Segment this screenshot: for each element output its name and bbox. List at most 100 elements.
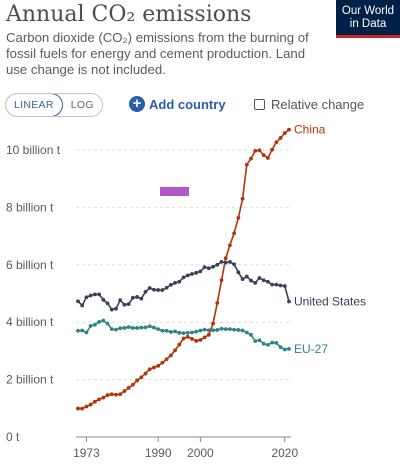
data-point bbox=[101, 395, 106, 400]
data-point bbox=[139, 375, 144, 380]
x-tick-label: 2000 bbox=[187, 446, 214, 460]
data-point bbox=[202, 335, 207, 340]
data-point bbox=[274, 140, 279, 145]
log-scale-button[interactable]: LOG bbox=[70, 99, 94, 111]
data-point bbox=[219, 278, 224, 283]
data-point bbox=[270, 340, 275, 345]
data-point bbox=[135, 378, 139, 383]
data-point bbox=[88, 402, 93, 407]
series-line-china[interactable] bbox=[78, 128, 290, 410]
data-point bbox=[135, 295, 139, 299]
data-point bbox=[232, 327, 237, 332]
data-point bbox=[211, 328, 215, 333]
data-point bbox=[244, 274, 249, 279]
data-point bbox=[278, 136, 283, 140]
data-point bbox=[282, 131, 287, 135]
data-point bbox=[126, 386, 131, 390]
data-point bbox=[219, 260, 224, 264]
data-point bbox=[109, 307, 114, 312]
data-point bbox=[261, 341, 266, 346]
data-point bbox=[194, 329, 199, 334]
data-point bbox=[164, 328, 169, 333]
data-point bbox=[126, 325, 131, 329]
data-point bbox=[84, 295, 89, 300]
data-point bbox=[109, 327, 114, 331]
x-tick-label: 2020 bbox=[271, 446, 298, 460]
series-label-united-states[interactable]: United States bbox=[294, 295, 366, 309]
series-label-china[interactable]: China bbox=[294, 123, 326, 137]
data-point bbox=[206, 328, 211, 333]
data-point bbox=[240, 277, 245, 282]
data-point bbox=[97, 397, 101, 402]
data-point bbox=[76, 406, 80, 411]
data-point bbox=[147, 324, 152, 329]
data-point bbox=[253, 339, 258, 344]
data-point bbox=[181, 331, 186, 336]
add-country-button[interactable]: + Add country bbox=[129, 94, 226, 114]
y-tick-label: 6 billion t bbox=[6, 258, 54, 272]
data-point bbox=[143, 289, 148, 294]
data-point bbox=[253, 280, 258, 285]
data-point bbox=[287, 299, 291, 304]
data-point bbox=[114, 327, 118, 332]
data-point bbox=[118, 298, 123, 303]
owid-logo[interactable]: Our World in Data bbox=[336, 0, 400, 38]
data-point bbox=[143, 325, 148, 330]
series-line-united-states[interactable] bbox=[77, 261, 290, 311]
data-point bbox=[156, 327, 161, 331]
data-point bbox=[80, 303, 85, 308]
data-point bbox=[185, 330, 190, 335]
data-point bbox=[105, 321, 110, 326]
data-point bbox=[202, 265, 207, 269]
highlight-marker bbox=[160, 187, 189, 196]
data-point bbox=[215, 301, 220, 305]
data-point bbox=[135, 326, 139, 330]
data-point bbox=[257, 276, 262, 280]
data-point bbox=[130, 295, 135, 300]
data-point bbox=[194, 338, 199, 343]
x-tick-label: 1990 bbox=[145, 446, 172, 460]
data-point bbox=[228, 243, 232, 248]
chart-subtitle: Carbon dioxide (CO₂) emissions from the … bbox=[6, 30, 309, 77]
data-point bbox=[274, 340, 279, 345]
data-point bbox=[249, 156, 253, 161]
data-point bbox=[266, 342, 270, 347]
data-point bbox=[168, 330, 173, 334]
data-point bbox=[223, 260, 228, 265]
series-label-eu-27[interactable]: EU-27 bbox=[294, 342, 328, 356]
data-point bbox=[253, 148, 258, 153]
axes: 0 t 2 billion t 4 billion t 6 billion t 8 bi… bbox=[6, 143, 298, 460]
data-point bbox=[190, 272, 194, 276]
y-tick-label: 8 billion t bbox=[6, 200, 54, 214]
data-point bbox=[215, 328, 220, 332]
data-point bbox=[261, 278, 266, 283]
data-point bbox=[190, 330, 194, 335]
relative-change-checkbox[interactable]: Relative change bbox=[254, 95, 364, 113]
data-point bbox=[160, 328, 165, 333]
data-point bbox=[139, 296, 144, 301]
data-point bbox=[261, 153, 266, 158]
data-point bbox=[232, 262, 237, 267]
gridlines bbox=[76, 149, 291, 381]
series-lines bbox=[76, 127, 291, 411]
data-point bbox=[101, 318, 106, 323]
data-point bbox=[278, 345, 283, 350]
data-point bbox=[236, 215, 241, 220]
data-point bbox=[168, 353, 173, 358]
scale-toggle: LINEAR LOG bbox=[5, 93, 103, 117]
data-point bbox=[88, 324, 93, 328]
data-point bbox=[80, 406, 85, 411]
data-point bbox=[130, 382, 135, 387]
data-point bbox=[105, 301, 110, 306]
data-point bbox=[287, 127, 291, 132]
data-point bbox=[202, 327, 207, 332]
data-point bbox=[223, 256, 228, 261]
data-point bbox=[236, 270, 241, 275]
data-point bbox=[143, 371, 148, 376]
linear-scale-button[interactable]: LINEAR bbox=[5, 94, 63, 116]
series-labels: China United States EU-27 bbox=[294, 123, 366, 356]
data-point bbox=[164, 285, 169, 290]
data-point bbox=[84, 404, 89, 409]
relative-change-label: Relative change bbox=[271, 96, 365, 112]
data-point bbox=[160, 360, 165, 365]
